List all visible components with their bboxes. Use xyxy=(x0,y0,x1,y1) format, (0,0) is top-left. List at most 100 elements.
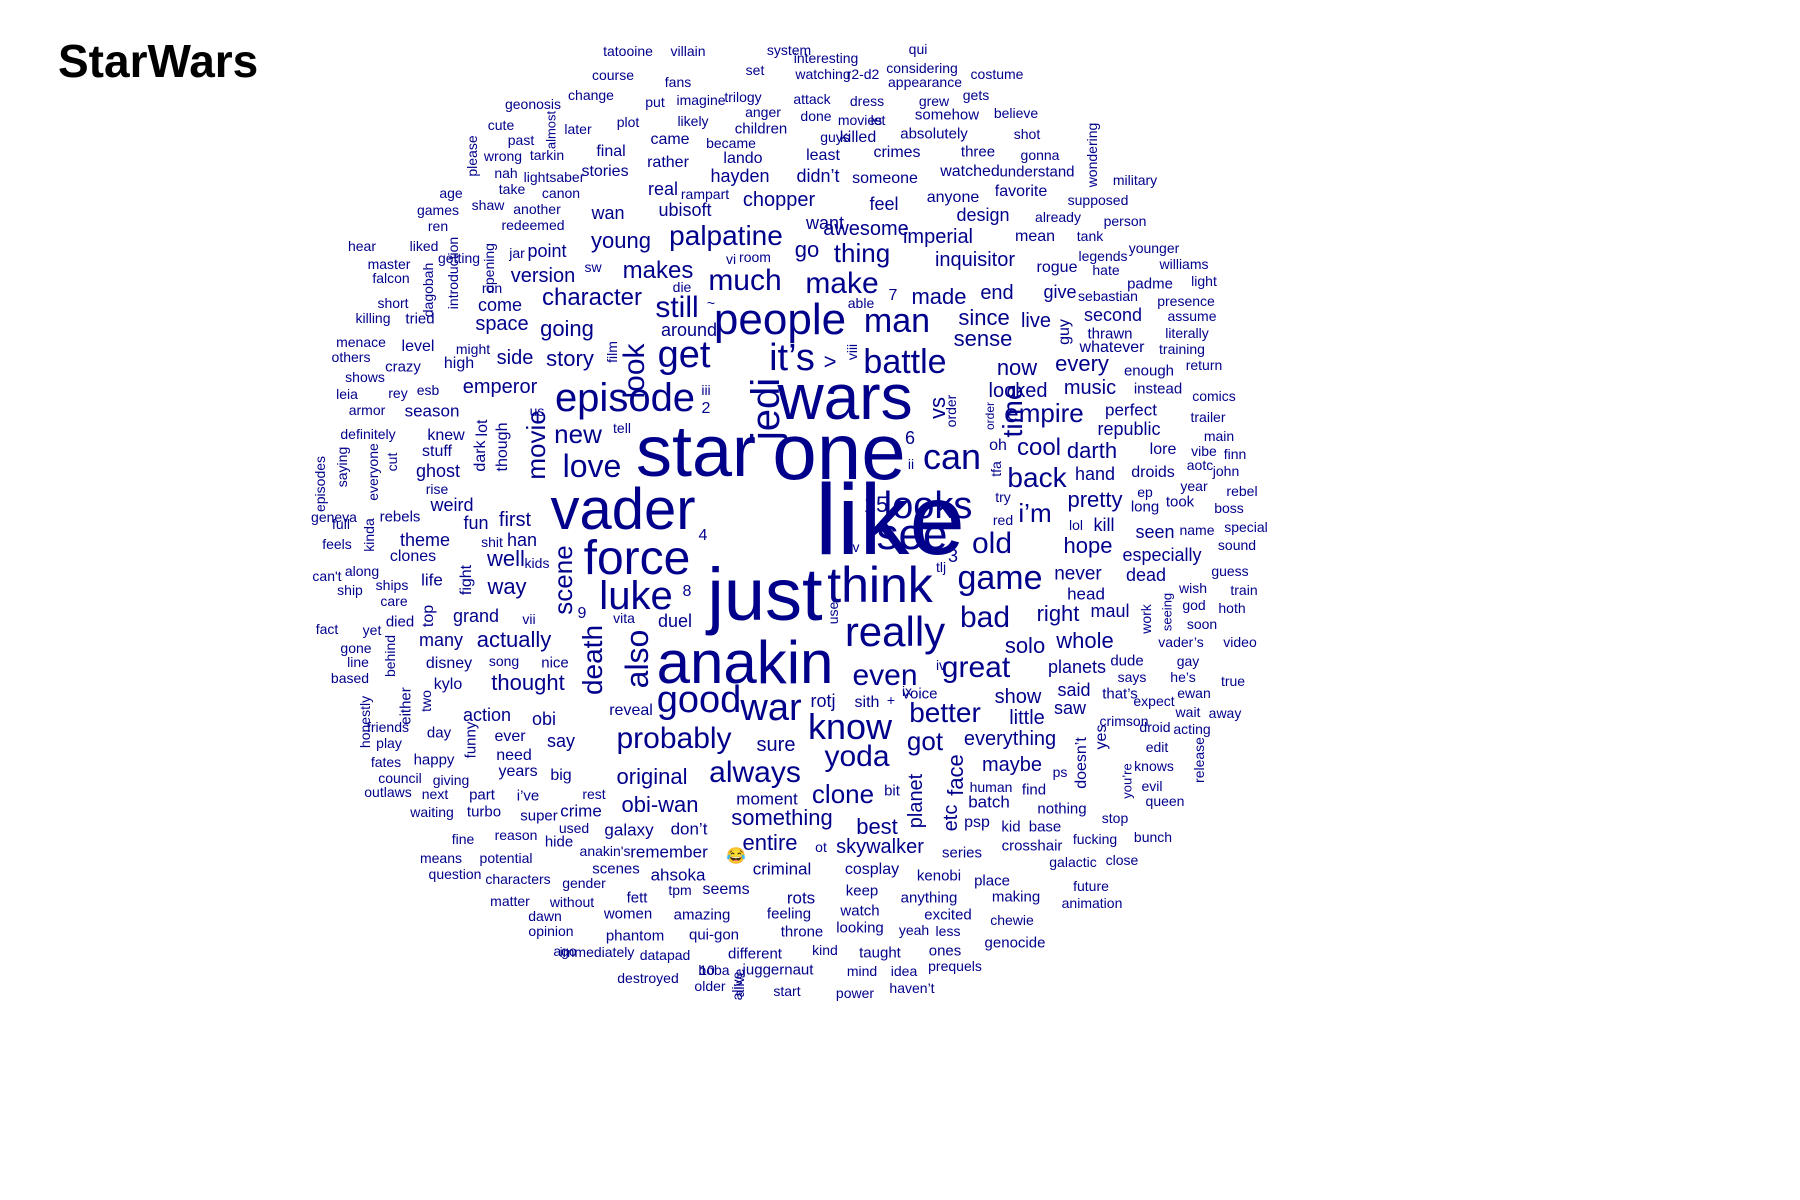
word-cloud-word: ps xyxy=(1052,764,1068,780)
word-cloud-word: nice xyxy=(541,654,569,672)
word-cloud-word: please xyxy=(464,135,480,177)
word-cloud-word: looking xyxy=(836,919,884,937)
word-cloud-word: plot xyxy=(616,114,640,130)
word-cloud-word: force xyxy=(583,532,691,585)
word-cloud-word: game xyxy=(957,559,1043,597)
word-cloud-word: thrawn xyxy=(1087,325,1133,343)
word-cloud-word: guys xyxy=(820,129,850,145)
word-cloud-word: watching xyxy=(795,66,851,82)
word-cloud-word: original xyxy=(616,764,688,789)
word-cloud-word: funny xyxy=(462,721,480,759)
word-cloud-word: make xyxy=(805,267,879,300)
word-cloud-word: emperor xyxy=(462,376,538,398)
word-cloud-word: redeemed xyxy=(501,217,565,233)
word-cloud-word: batch xyxy=(968,792,1010,812)
word-cloud-word: kids xyxy=(524,555,550,571)
word-cloud-word: great xyxy=(941,651,1011,684)
word-cloud-word: just xyxy=(707,553,823,636)
word-cloud-word: got xyxy=(906,726,944,756)
word-cloud-word: giving xyxy=(432,772,470,788)
word-cloud-word: lore xyxy=(1149,441,1177,458)
word-cloud-word: hoth xyxy=(1218,600,1246,616)
word-cloud-word: 15 xyxy=(863,492,889,517)
word-cloud-word: john xyxy=(1212,463,1240,479)
word-cloud-word: kinda xyxy=(361,518,377,552)
word-cloud-word: sound xyxy=(1217,537,1257,553)
word-cloud-word: vader xyxy=(550,477,696,542)
word-cloud-word: use xyxy=(825,601,841,625)
word-cloud-word: imagine xyxy=(676,92,726,108)
word-cloud-word: kenobi xyxy=(916,867,962,885)
word-cloud-word: williams xyxy=(1159,256,1209,272)
word-cloud-word: don’t xyxy=(670,819,708,839)
word-cloud-word: 7 xyxy=(888,287,898,304)
word-cloud-word: think xyxy=(827,557,933,613)
word-cloud-word: second xyxy=(1083,305,1143,325)
word-cloud-word: seen xyxy=(1135,522,1175,542)
word-cloud-word: watch xyxy=(840,902,880,920)
word-cloud-word: one xyxy=(772,407,906,496)
word-cloud-word: says xyxy=(1117,669,1147,685)
word-cloud-word: ot xyxy=(815,839,827,855)
word-cloud-word: idea xyxy=(890,963,918,979)
word-cloud-word: v xyxy=(852,539,860,555)
word-cloud-word: yet xyxy=(362,622,382,638)
word-cloud-word: behind xyxy=(382,634,398,678)
word-cloud-word: hear xyxy=(347,238,377,254)
word-cloud-word: jar xyxy=(509,245,525,261)
word-cloud-word: wondering xyxy=(1084,122,1100,188)
word-cloud-word: every xyxy=(1055,351,1109,376)
word-cloud-word: especially xyxy=(1122,545,1202,565)
word-cloud-word: immediately xyxy=(559,944,635,960)
word-cloud-word: look xyxy=(618,343,651,399)
word-cloud-word: also xyxy=(619,629,655,689)
word-cloud-word: sw xyxy=(584,259,602,275)
word-cloud-word: darth xyxy=(1066,438,1118,463)
word-cloud-word: looks xyxy=(883,485,973,527)
word-cloud-word: rots xyxy=(786,888,816,908)
word-cloud-word: remember xyxy=(630,842,708,862)
word-cloud-word: imperial xyxy=(902,226,974,248)
word-cloud-word: likely xyxy=(677,113,709,129)
word-cloud-word: looked xyxy=(988,380,1048,402)
word-cloud-word: potential xyxy=(479,850,533,866)
word-cloud-word: crosshair xyxy=(1001,837,1063,855)
word-cloud-word: r2-d2 xyxy=(846,66,880,82)
word-cloud-word: duel xyxy=(657,611,693,631)
word-cloud-word: bad xyxy=(959,601,1011,634)
word-cloud-word: friends xyxy=(366,719,410,735)
word-cloud-word: already xyxy=(1035,209,1081,225)
word-cloud-word: main xyxy=(1203,428,1235,444)
word-cloud-word: opinion xyxy=(528,923,574,939)
word-cloud-word: even xyxy=(852,659,918,692)
word-cloud-word: video xyxy=(1223,634,1257,650)
word-cloud-word: getting xyxy=(437,250,481,266)
word-cloud-word: inquisitor xyxy=(934,249,1016,271)
word-cloud-word: council xyxy=(378,770,422,786)
word-cloud-word: became xyxy=(706,135,756,151)
word-cloud-word: first xyxy=(498,509,532,531)
word-cloud-word: grand xyxy=(452,606,500,626)
word-cloud-word: enough xyxy=(1123,362,1175,380)
word-cloud-word: chewie xyxy=(990,912,1034,928)
word-cloud-word: dawn xyxy=(528,908,562,924)
word-cloud-word: come xyxy=(477,295,523,315)
word-cloud-word: jedi xyxy=(744,377,788,441)
word-cloud-word: stories xyxy=(581,163,629,180)
word-cloud-word: next xyxy=(421,786,449,802)
word-cloud-word: outlaws xyxy=(364,784,412,800)
word-cloud-word: han xyxy=(506,530,538,550)
word-cloud-word: something xyxy=(731,805,833,830)
word-cloud-word: sure xyxy=(756,734,796,756)
word-cloud-word: perfect xyxy=(1105,400,1157,420)
word-cloud-word: children xyxy=(734,120,788,138)
word-cloud-word: you’re xyxy=(1119,763,1135,799)
word-cloud-word: criminal xyxy=(752,859,812,879)
word-cloud-word: wait xyxy=(1175,704,1201,720)
word-cloud-word: since xyxy=(958,305,1010,330)
word-cloud-word: care xyxy=(380,593,408,609)
word-cloud-word: order xyxy=(943,394,959,428)
word-cloud-word: go xyxy=(794,237,820,262)
word-cloud-word: change xyxy=(568,87,614,103)
word-cloud-word: evil xyxy=(1141,778,1163,794)
